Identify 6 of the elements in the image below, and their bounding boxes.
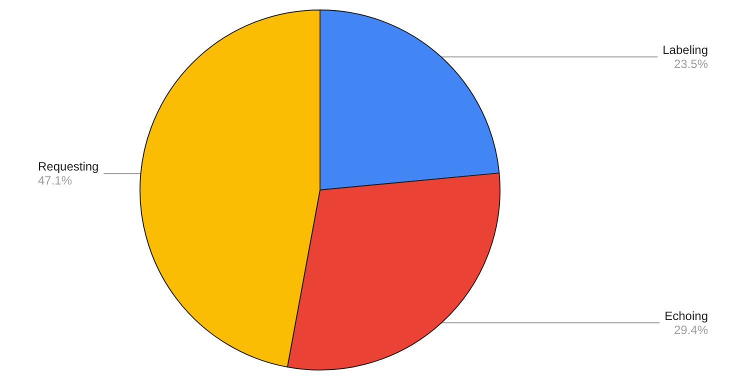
data-label: 29.4% (674, 322, 708, 337)
data-label: 23.5% (674, 56, 708, 71)
data-label: 47.1% (38, 174, 72, 188)
slice-label: Requesting (38, 160, 99, 174)
slice-label: Echoing (664, 308, 708, 323)
slice-label: Labeling (662, 42, 708, 57)
